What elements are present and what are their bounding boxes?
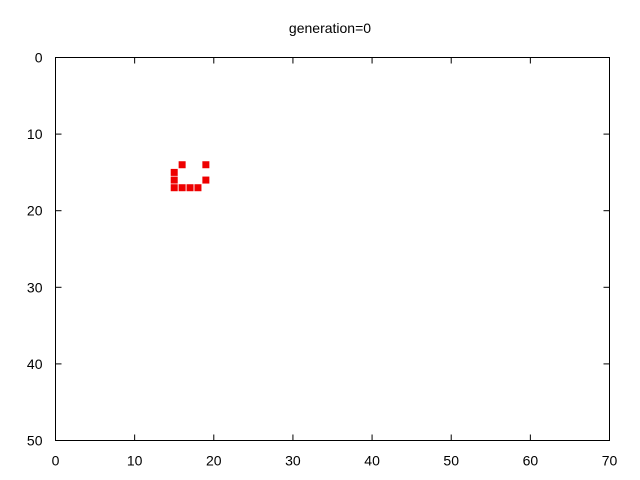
data-point [170,184,178,192]
y-tick-label: 20 [27,203,43,219]
x-tick-label: 10 [127,453,143,469]
x-tick-label: 50 [443,453,459,469]
y-tick-label: 40 [27,356,43,372]
axis-ticks: 0 10 20 30 40 50 60 70 0 10 20 30 40 50 [27,50,618,469]
x-tick-label: 60 [523,453,539,469]
data-point [170,176,178,184]
data-point [202,161,210,169]
x-tick-label: 20 [206,453,222,469]
y-tick-label: 10 [27,126,43,142]
chart-title: generation=0 [289,20,371,36]
y-tick-label: 50 [27,433,43,449]
plot-frame [55,57,610,441]
data-points [170,161,210,192]
data-point [178,161,186,169]
x-tick-label: 0 [52,453,60,469]
data-point [194,184,202,192]
x-tick-label: 30 [285,453,301,469]
data-point [202,176,210,184]
data-point [170,168,178,176]
y-tick-label: 30 [27,279,43,295]
x-tick-label: 70 [602,453,618,469]
data-point [178,184,186,192]
y-tick-label: 0 [35,50,43,66]
x-tick-label: 40 [364,453,380,469]
data-point [186,184,194,192]
